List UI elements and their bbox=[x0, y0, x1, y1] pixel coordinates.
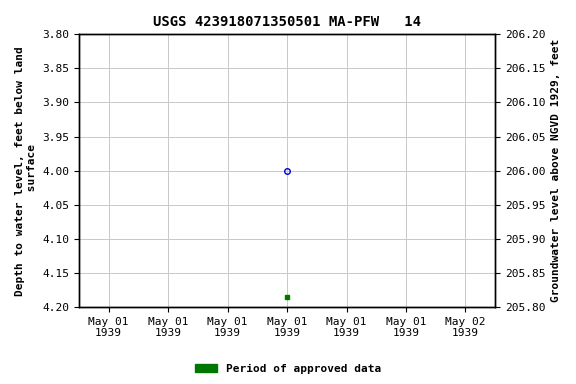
Y-axis label: Depth to water level, feet below land
 surface: Depth to water level, feet below land su… bbox=[15, 46, 37, 296]
Legend: Period of approved data: Period of approved data bbox=[191, 359, 385, 379]
Y-axis label: Groundwater level above NGVD 1929, feet: Groundwater level above NGVD 1929, feet bbox=[551, 39, 561, 302]
Title: USGS 423918071350501 MA-PFW   14: USGS 423918071350501 MA-PFW 14 bbox=[153, 15, 421, 29]
